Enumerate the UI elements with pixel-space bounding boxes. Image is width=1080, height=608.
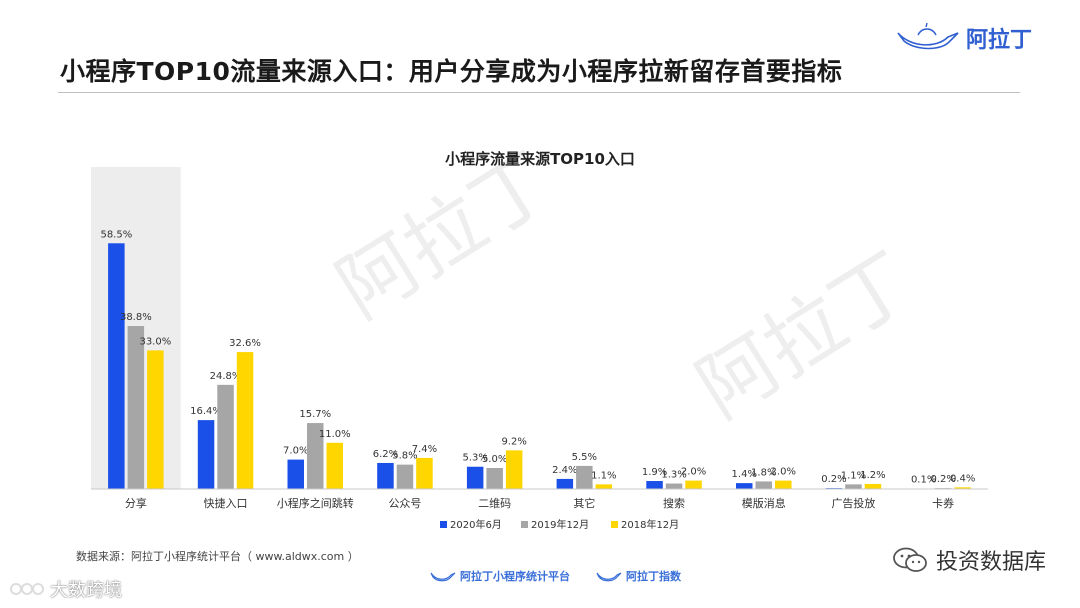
legend-swatch [440, 521, 447, 528]
data-label: 0.2% [930, 474, 955, 485]
bar [217, 384, 234, 489]
data-label: 6.2% [373, 449, 398, 460]
category-label: 公众号 [388, 497, 421, 510]
data-label: 1.2% [860, 470, 885, 481]
brand-mark-icon [10, 583, 44, 595]
data-label: 1.1% [591, 470, 616, 481]
data-label: 5.3% [462, 453, 487, 464]
bar [396, 464, 414, 489]
data-label: 7.0% [283, 446, 308, 457]
data-label: 0.4% [950, 473, 975, 484]
lamp-icon [897, 23, 959, 50]
data-source-note: 数据来源：阿拉丁小程序统计平台（ www.aldwx.com ） [76, 550, 359, 563]
wechat-account: 投资数据库 [892, 544, 1046, 576]
legend-swatch [611, 521, 618, 528]
bar [505, 450, 523, 489]
data-label: 1.4% [732, 469, 757, 480]
wechat-icon [893, 547, 927, 572]
data-label: 24.8% [210, 371, 242, 382]
brand-logo: 阿拉丁 [896, 22, 1032, 54]
data-label: 15.7% [299, 409, 331, 420]
data-label: 9.2% [501, 436, 526, 447]
data-label: 0.2% [821, 474, 846, 485]
data-label: 2.0% [681, 467, 706, 478]
legend-label: 2019年12月 [531, 518, 589, 531]
category-label: 小程序之间跳转 [277, 496, 354, 510]
data-label: 2.0% [771, 467, 796, 478]
page-title: 小程序TOP10流量来源入口：用户分享成为小程序拉新留存首要指标 [60, 57, 843, 86]
bar [954, 487, 971, 489]
bar [665, 483, 683, 489]
bar [755, 481, 772, 489]
bar [576, 465, 593, 489]
bar [307, 423, 324, 489]
footer-logos: 阿拉丁小程序统计平台 阿拉丁指数 [430, 568, 681, 584]
category-label: 搜索 [663, 496, 685, 510]
bar [377, 462, 394, 489]
bar [287, 459, 304, 489]
data-label: 1.9% [642, 467, 667, 478]
category-label: 快捷入口 [204, 496, 248, 510]
data-label: 33.0% [139, 336, 171, 347]
bar [127, 326, 145, 489]
legend-label: 2020年6月 [450, 518, 502, 531]
bar [236, 352, 254, 489]
bar [326, 442, 343, 489]
data-label: 38.8% [120, 312, 152, 323]
data-label: 2.4% [552, 465, 577, 476]
bar [646, 481, 663, 489]
corner-watermark: 大数跨境 [10, 576, 122, 602]
data-label: 58.5% [100, 229, 132, 240]
category-label: 模版消息 [742, 496, 786, 510]
bar [486, 468, 503, 489]
data-label: 5.8% [392, 451, 417, 462]
data-label: 0.1% [911, 475, 936, 486]
title-divider [58, 92, 1020, 93]
wechat-account-name: 投资数据库 [935, 550, 1046, 575]
bar [147, 350, 164, 489]
bar [466, 466, 484, 489]
legend-swatch [521, 521, 528, 528]
data-label: 32.6% [229, 338, 261, 349]
footer-logo-stats: 阿拉丁小程序统计平台 [430, 568, 570, 584]
watermark-text: 阿拉丁 [682, 236, 928, 436]
bar [775, 480, 792, 489]
footer-logo-stats-text: 阿拉丁小程序统计平台 [460, 570, 570, 583]
data-label: 1.1% [841, 470, 866, 481]
bar [197, 420, 215, 489]
data-label: 1.3% [661, 470, 686, 481]
bar [864, 483, 882, 489]
bar [845, 484, 862, 489]
bar [556, 478, 574, 489]
bar [736, 483, 753, 489]
data-label: 5.5% [572, 452, 597, 463]
data-label: 7.4% [412, 444, 437, 455]
legend-label: 2018年12月 [621, 518, 679, 531]
category-label: 分享 [125, 496, 147, 510]
data-label: 5.0% [482, 454, 507, 465]
bar [685, 480, 702, 489]
category-label: 二维码 [478, 497, 511, 510]
footer-logo-index: 阿拉丁指数 [596, 568, 681, 584]
bar [108, 243, 125, 489]
lamp-icon [596, 572, 622, 582]
bar [595, 484, 613, 489]
data-label: 11.0% [319, 429, 351, 440]
category-label: 广告投放 [831, 496, 875, 510]
data-label: 16.4% [190, 406, 222, 417]
corner-watermark-text: 大数跨境 [50, 580, 122, 601]
bar [416, 457, 433, 489]
chart-title: 小程序流量来源TOP10入口 [445, 150, 635, 168]
data-label: 1.8% [751, 467, 776, 478]
logo-text: 阿拉丁 [965, 28, 1032, 53]
lamp-icon [430, 572, 456, 582]
category-label: 卡券 [932, 496, 954, 510]
footer-logo-index-text: 阿拉丁指数 [626, 570, 681, 583]
category-label: 其它 [573, 496, 595, 510]
